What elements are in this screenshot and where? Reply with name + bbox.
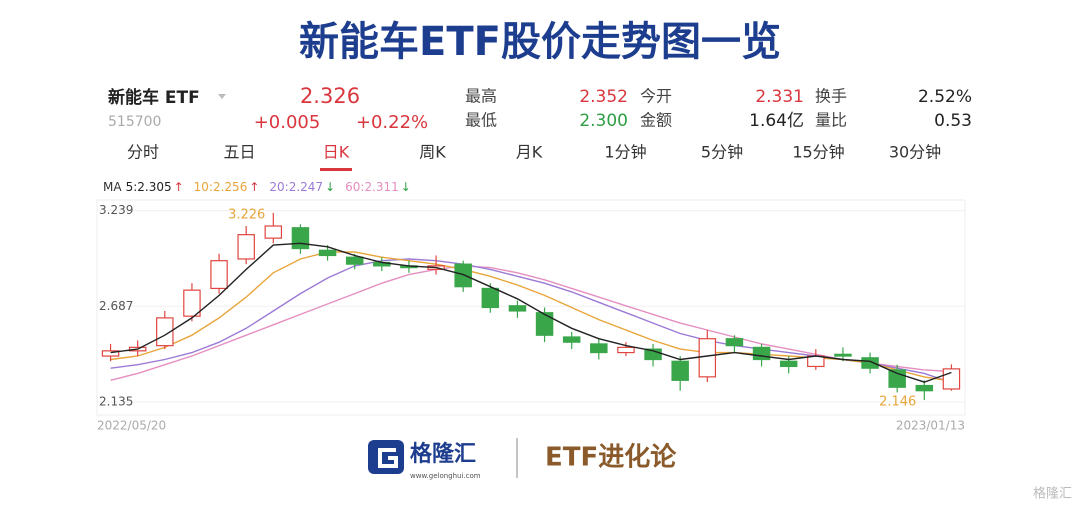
field-value: 2.300 [579, 111, 628, 131]
candle-body [752, 346, 771, 361]
candle-body [156, 317, 174, 347]
tab[interactable]: 周K [419, 143, 446, 162]
tab[interactable]: 30分钟 [889, 143, 941, 162]
y-tick-label: 2.687 [99, 299, 133, 313]
ma-line [110, 251, 952, 382]
field-value: 2.352 [579, 87, 628, 107]
max-label: 3.226 [228, 207, 265, 222]
field-label: 最高 [465, 87, 497, 106]
ma-line [110, 242, 952, 383]
candle-body [834, 353, 852, 357]
candle-body [779, 360, 798, 368]
y-tick-label: 3.239 [99, 203, 133, 217]
candle-body [264, 225, 283, 239]
candle-body [237, 234, 255, 260]
tab-underline [320, 168, 352, 171]
legend-entry: 10:2.256 [194, 180, 248, 194]
candle-body [210, 260, 228, 290]
ma-line [110, 258, 952, 384]
brand: 格隆汇 [410, 441, 476, 467]
candle-body [807, 355, 825, 368]
change: +0.005 [254, 112, 321, 133]
y-tick-label: 2.135 [99, 394, 133, 408]
field-value: 0.53 [934, 111, 972, 131]
dropdown-icon[interactable] [218, 94, 226, 99]
footer-logo: 格隆汇 www.gelonghui.com ETF进化论 [368, 438, 677, 480]
candle-body [291, 227, 310, 250]
ma-line [110, 265, 952, 381]
candle-body [590, 343, 608, 354]
min-label: 2.146 [879, 395, 916, 410]
plot-frame [96, 199, 966, 416]
candle-body [535, 312, 554, 336]
candle-body [345, 256, 364, 265]
logo-icon [368, 440, 404, 474]
period-tabs: 分时 五日 日K 周K 月K 1分钟 5分钟 15分钟 30分钟 [127, 143, 941, 171]
candle-body [562, 336, 581, 343]
candle-body [481, 287, 500, 309]
plot: 2.135 2.687 3.239 3.226 2.146 [96, 199, 966, 416]
candle-body [318, 249, 337, 257]
tab[interactable]: 五日 [223, 143, 255, 162]
candle-body [888, 369, 906, 388]
x-tick-label: 2022/05/20 [97, 419, 166, 433]
fund-code: 515700 [108, 114, 161, 130]
field-label: 今开 [640, 87, 672, 106]
field-value: 2.52% [918, 87, 972, 107]
candle-body [725, 338, 744, 347]
ma-label: MA [103, 180, 122, 194]
field-label: 最低 [465, 111, 497, 130]
legend-arrow: ↑ [174, 180, 184, 194]
candle-body [183, 289, 201, 317]
tab[interactable]: 5分钟 [701, 143, 743, 162]
fund-name: 新能车 ETF [108, 87, 200, 108]
watermark: 格隆汇 [1033, 486, 1072, 502]
legend-entry: 5:2.305 [126, 180, 172, 194]
tab[interactable]: 分时 [127, 143, 159, 162]
change-pct: +0.22% [356, 112, 428, 133]
price: 2.326 [300, 84, 360, 108]
legend-arrow: ↓ [325, 180, 335, 194]
field-label: 量比 [815, 111, 847, 130]
tab[interactable]: 1分钟 [604, 143, 646, 162]
legend-arrow: ↓ [401, 180, 411, 194]
field-label: 换手 [815, 87, 847, 106]
field-label: 金额 [640, 111, 672, 130]
field-value: 1.64亿 [749, 111, 804, 131]
x-tick-label: 2023/01/13 [896, 419, 965, 433]
candle-body [698, 338, 717, 378]
quote-fields: 最高 2.352 今开 2.331 换手 2.52% 最低 2.300 金额 1.64亿 量比 0.5… [465, 87, 972, 132]
candle-body [861, 357, 879, 369]
candle-body [617, 346, 635, 354]
page-title: 新能车ETF股价走势图一览 [299, 19, 781, 65]
field-value: 2.331 [755, 87, 804, 107]
candle-body [454, 263, 472, 288]
candle-body [671, 360, 689, 381]
candle-body [942, 368, 961, 390]
tab[interactable]: 15分钟 [792, 143, 844, 162]
candle-body [915, 384, 934, 392]
candle-body [644, 348, 662, 361]
brand-url: www.gelonghui.com [410, 472, 481, 480]
legend-entry: 20:2.247 [269, 180, 323, 194]
legend-arrow: ↑ [249, 180, 259, 194]
tab[interactable]: 月K [516, 143, 543, 162]
candle-body [508, 305, 527, 312]
tab[interactable]: 日K [323, 143, 350, 162]
footer-tag: ETF进化论 [545, 443, 677, 473]
candle-body [101, 350, 120, 357]
legend-entry: 60:2.311 [345, 180, 399, 194]
ma-legend: MA 5:2.305 ↑ 10:2.256 ↑ 20:2.247 ↓ 60:2.311 ↓ [103, 180, 411, 194]
